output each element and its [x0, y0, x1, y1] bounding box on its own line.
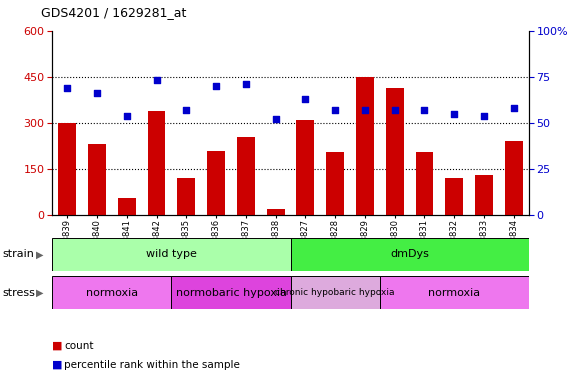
Text: ▶: ▶	[36, 249, 43, 260]
Bar	[505, 141, 523, 215]
Text: wild type: wild type	[146, 249, 197, 260]
Point	[390, 107, 399, 113]
Bar	[207, 151, 225, 215]
Bar	[386, 88, 404, 215]
Text: normoxia: normoxia	[428, 288, 480, 298]
Bar	[177, 178, 195, 215]
Bar	[58, 123, 76, 215]
Text: normobaric hypoxia: normobaric hypoxia	[175, 288, 286, 298]
Text: chronic hypobaric hypoxia: chronic hypobaric hypoxia	[275, 288, 395, 297]
Point	[509, 105, 518, 111]
Text: GDS4201 / 1629281_at: GDS4201 / 1629281_at	[41, 6, 186, 19]
Bar	[475, 175, 493, 215]
Point	[301, 96, 310, 102]
Bar	[356, 77, 374, 215]
Text: stress: stress	[3, 288, 36, 298]
Bar	[415, 152, 433, 215]
Point	[360, 107, 370, 113]
Point	[122, 113, 131, 119]
Text: ▶: ▶	[36, 288, 43, 298]
Bar	[380, 276, 529, 309]
Bar	[118, 198, 136, 215]
Bar	[290, 238, 529, 271]
Text: dmDys: dmDys	[390, 249, 429, 260]
Text: percentile rank within the sample: percentile rank within the sample	[64, 360, 240, 370]
Text: ■: ■	[52, 360, 63, 370]
Point	[211, 83, 221, 89]
Bar	[88, 144, 106, 215]
Point	[63, 85, 72, 91]
Point	[271, 116, 280, 122]
Bar	[52, 276, 171, 309]
Point	[152, 78, 161, 84]
Text: normoxia: normoxia	[86, 288, 138, 298]
Bar	[171, 276, 290, 309]
Bar	[446, 178, 463, 215]
Bar	[327, 152, 344, 215]
Point	[450, 111, 459, 117]
Text: ■: ■	[52, 341, 63, 351]
Point	[92, 90, 102, 96]
Bar	[52, 238, 290, 271]
Text: count: count	[64, 341, 94, 351]
Point	[241, 81, 250, 87]
Point	[420, 107, 429, 113]
Point	[182, 107, 191, 113]
Text: strain: strain	[3, 249, 35, 260]
Bar	[148, 111, 166, 215]
Bar	[237, 137, 254, 215]
Point	[331, 107, 340, 113]
Bar	[296, 120, 314, 215]
Bar	[290, 276, 380, 309]
Point	[479, 113, 489, 119]
Bar	[267, 209, 285, 215]
